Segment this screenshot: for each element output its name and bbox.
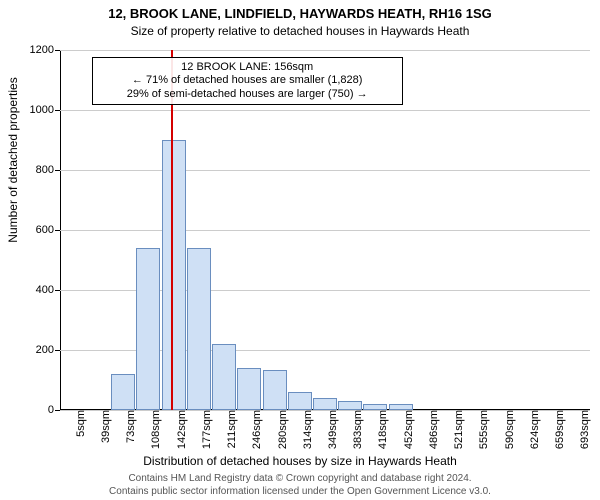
histogram-bar [288,392,312,410]
x-tick-label: 693sqm [577,410,591,449]
info-box: 12 BROOK LANE: 156sqm← 71% of detached h… [92,57,403,105]
x-tick-label: 555sqm [476,410,490,449]
x-tick-label: 280sqm [275,410,289,449]
x-tick-label: 39sqm [98,410,112,443]
gridline [60,230,590,231]
x-tick-label: 349sqm [325,410,339,449]
credit-line-2: Contains public sector information licen… [0,486,600,499]
info-box-line-2: ← 71% of detached houses are smaller (1,… [99,74,396,87]
histogram-bar [212,344,236,410]
histogram-bar [237,368,261,410]
x-tick-label: 383sqm [350,410,364,449]
x-axis-label: Distribution of detached houses by size … [0,454,600,468]
y-tick-label: 800 [36,164,60,176]
chart-title-line1: 12, BROOK LANE, LINDFIELD, HAYWARDS HEAT… [0,6,600,21]
x-tick-label: 177sqm [199,410,213,449]
x-tick-label: 624sqm [527,410,541,449]
x-tick-label: 521sqm [451,410,465,449]
x-tick-label: 486sqm [426,410,440,449]
y-tick-label: 1000 [30,104,60,116]
gridline [60,170,590,171]
y-tick-label: 0 [48,404,60,416]
x-tick-label: 211sqm [224,410,238,448]
credit-line-1: Contains HM Land Registry data © Crown c… [0,473,600,486]
info-box-line-1: 12 BROOK LANE: 156sqm [99,61,396,74]
y-tick-label: 400 [36,284,60,296]
histogram-bar [187,248,211,410]
x-tick-label: 108sqm [148,410,162,449]
chart-title-line2: Size of property relative to detached ho… [0,24,600,38]
plot-area: 0200400600800100012005sqm39sqm73sqm108sq… [60,50,590,410]
x-tick-label: 590sqm [502,410,516,449]
y-tick-label: 200 [36,344,60,356]
y-axis-label: Number of detached properties [6,0,26,410]
y-tick-label: 1200 [30,44,60,56]
histogram-bar [313,398,337,410]
x-tick-label: 73sqm [123,410,137,443]
histogram-bar [111,374,135,410]
x-tick-label: 418sqm [375,410,389,449]
info-box-line-3: 29% of semi-detached houses are larger (… [99,88,396,101]
histogram-bar [162,140,186,410]
gridline [60,110,590,111]
histogram-bar [338,401,362,410]
x-tick-label: 452sqm [401,410,415,449]
x-tick-label: 246sqm [249,410,263,449]
x-tick-label: 5sqm [73,410,87,437]
histogram-bar [263,370,287,411]
x-tick-label: 314sqm [300,410,314,449]
x-tick-label: 142sqm [174,410,188,449]
credits: Contains HM Land Registry data © Crown c… [0,473,600,498]
histogram-bar [136,248,160,410]
gridline [60,50,590,51]
x-tick-label: 659sqm [552,410,566,449]
y-tick-label: 600 [36,224,60,236]
